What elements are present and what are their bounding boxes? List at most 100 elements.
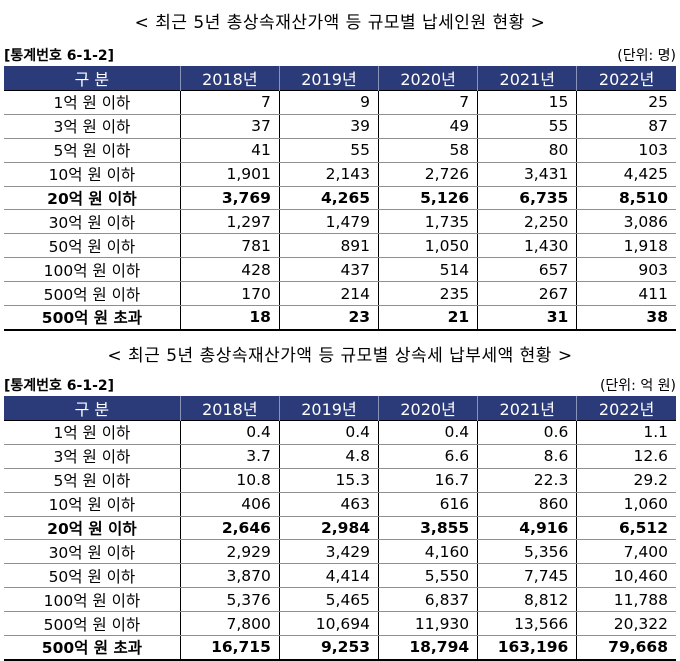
cell-value: 8,812 bbox=[477, 587, 577, 613]
table-row: 50억 원 이하 3,870 4,414 5,550 7,745 10,460 bbox=[4, 563, 676, 589]
table-header-row: 구 분 2018년 2019년 2020년 2021년 2022년 bbox=[4, 66, 676, 91]
cell-value: 11,788 bbox=[576, 587, 676, 613]
cell-value: 5,356 bbox=[477, 539, 577, 565]
row-label: 1억 원 이하 bbox=[4, 90, 181, 115]
cell-value: 657 bbox=[477, 257, 577, 283]
cell-value: 267 bbox=[477, 281, 577, 307]
cell-value: 7 bbox=[378, 90, 478, 115]
cell-value: 1.1 bbox=[576, 420, 676, 445]
table-header-row: 구 분 2018년 2019년 2020년 2021년 2022년 bbox=[4, 396, 676, 421]
cell-value: 3,429 bbox=[278, 539, 379, 565]
table-row: 3억 원 이하 37 39 49 55 87 bbox=[4, 114, 676, 139]
table-row: 10억 원 이하 1,901 2,143 2,726 3,431 4,425 bbox=[4, 162, 676, 187]
row-label: 5억 원 이하 bbox=[4, 468, 181, 493]
table-row: 30억 원 이하 2,929 3,429 4,160 5,356 7,400 bbox=[4, 539, 676, 565]
row-label: 1억 원 이하 bbox=[4, 420, 181, 445]
table-row: 50억 원 이하 781 891 1,050 1,430 1,918 bbox=[4, 233, 676, 259]
cell-value: 2,726 bbox=[378, 162, 478, 187]
cell-value: 4,425 bbox=[576, 162, 676, 187]
cell-value: 12.6 bbox=[576, 444, 676, 469]
cell-value: 103 bbox=[576, 138, 676, 163]
cell-value: 5,465 bbox=[278, 587, 379, 613]
cell-value: 87 bbox=[576, 114, 676, 139]
cell-value: 80 bbox=[477, 138, 577, 163]
cell-value: 7,400 bbox=[576, 539, 676, 565]
cell-value: 4,160 bbox=[378, 539, 478, 565]
cell-value: 235 bbox=[378, 281, 478, 307]
cell-value: 1,050 bbox=[378, 233, 478, 259]
table-row: 3억 원 이하 3.7 4.8 6.6 8.6 12.6 bbox=[4, 444, 676, 469]
header-year: 2021년 bbox=[477, 396, 577, 421]
cell-value: 38 bbox=[576, 305, 676, 331]
cell-value: 5,376 bbox=[179, 587, 280, 613]
cell-value: 5,550 bbox=[378, 563, 478, 589]
cell-value: 23 bbox=[278, 305, 379, 331]
table-row: 500억 원 초과 16,715 9,253 18,794 163,196 79,668 bbox=[4, 635, 676, 661]
cell-value: 9 bbox=[278, 90, 379, 115]
cell-value: 11,930 bbox=[378, 611, 478, 637]
cell-value: 163,196 bbox=[477, 635, 577, 661]
cell-value: 15.3 bbox=[278, 468, 379, 493]
table1-meta: [통계번호 6-1-2] (단위: 명) bbox=[4, 45, 676, 64]
cell-value: 411 bbox=[576, 281, 676, 307]
header-year: 2020년 bbox=[378, 396, 478, 421]
cell-value: 4.8 bbox=[278, 444, 379, 469]
table-row: 10억 원 이하 406 463 616 860 1,060 bbox=[4, 492, 676, 517]
cell-value: 3,855 bbox=[378, 516, 478, 541]
cell-value: 4,265 bbox=[278, 186, 379, 211]
table1-title: < 최근 5년 총상속재산가액 등 규모별 납세인원 현황 > bbox=[134, 13, 546, 33]
cell-value: 20,322 bbox=[576, 611, 676, 637]
row-label: 10억 원 이하 bbox=[4, 162, 181, 187]
cell-value: 29.2 bbox=[576, 468, 676, 493]
cell-value: 2,250 bbox=[477, 209, 577, 235]
cell-value: 428 bbox=[179, 257, 280, 283]
header-year: 2019년 bbox=[278, 66, 379, 91]
cell-value: 25 bbox=[576, 90, 676, 115]
cell-value: 616 bbox=[378, 492, 478, 517]
table-row: 500억 원 초과 18 23 21 31 38 bbox=[4, 305, 676, 331]
cell-value: 406 bbox=[179, 492, 280, 517]
header-year: 2022년 bbox=[576, 396, 676, 421]
row-label: 50억 원 이하 bbox=[4, 563, 181, 589]
cell-value: 1,479 bbox=[278, 209, 379, 235]
header-year: 2019년 bbox=[278, 396, 379, 421]
cell-value: 5,126 bbox=[378, 186, 478, 211]
cell-value: 22.3 bbox=[477, 468, 577, 493]
row-label: 5억 원 이하 bbox=[4, 138, 181, 163]
table-row: 500억 원 이하 7,800 10,694 11,930 13,566 20,322 bbox=[4, 611, 676, 637]
table-row: 1억 원 이하 7 9 7 15 25 bbox=[4, 90, 676, 115]
row-label: 50억 원 이하 bbox=[4, 233, 181, 259]
cell-value: 18,794 bbox=[378, 635, 478, 661]
cell-value: 55 bbox=[477, 114, 577, 139]
cell-value: 463 bbox=[278, 492, 379, 517]
cell-value: 15 bbox=[477, 90, 577, 115]
table-row: 500억 원 이하 170 214 235 267 411 bbox=[4, 281, 676, 307]
cell-value: 1,060 bbox=[576, 492, 676, 517]
table-row: 5억 원 이하 41 55 58 80 103 bbox=[4, 138, 676, 163]
cell-value: 16,715 bbox=[179, 635, 280, 661]
cell-value: 0.6 bbox=[477, 420, 577, 445]
row-label: 30억 원 이하 bbox=[4, 539, 181, 565]
cell-value: 8.6 bbox=[477, 444, 577, 469]
table-row: 100억 원 이하 428 437 514 657 903 bbox=[4, 257, 676, 283]
cell-value: 1,430 bbox=[477, 233, 577, 259]
cell-value: 3,870 bbox=[179, 563, 280, 589]
cell-value: 891 bbox=[278, 233, 379, 259]
header-category: 구 분 bbox=[4, 396, 181, 421]
table-row: 20억 원 이하 3,769 4,265 5,126 6,735 8,510 bbox=[4, 186, 676, 211]
cell-value: 9,253 bbox=[278, 635, 379, 661]
cell-value: 170 bbox=[179, 281, 280, 307]
header-year: 2021년 bbox=[477, 66, 577, 91]
cell-value: 7,800 bbox=[179, 611, 280, 637]
cell-value: 4,916 bbox=[477, 516, 577, 541]
cell-value: 2,929 bbox=[179, 539, 280, 565]
table1-unit: (단위: 명) bbox=[617, 48, 676, 64]
row-label: 30억 원 이하 bbox=[4, 209, 181, 235]
cell-value: 7,745 bbox=[477, 563, 577, 589]
row-label: 20억 원 이하 bbox=[4, 186, 181, 211]
cell-value: 2,646 bbox=[179, 516, 280, 541]
table2-stat-code: [통계번호 6-1-2] bbox=[4, 378, 115, 394]
cell-value: 437 bbox=[278, 257, 379, 283]
cell-value: 37 bbox=[179, 114, 280, 139]
